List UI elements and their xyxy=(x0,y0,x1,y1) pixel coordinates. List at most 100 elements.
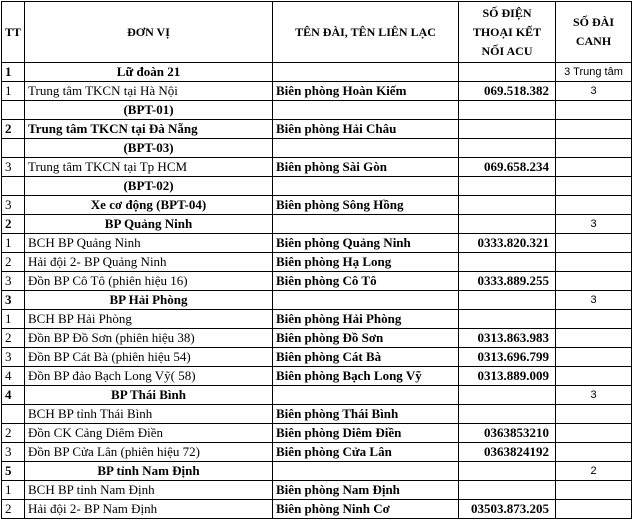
header-cell: TT xyxy=(0,1,26,63)
table-cell: 0363853210 xyxy=(458,423,557,443)
table-row: 2 Đồn BP Đồ Sơn (phiên hiệu 38) Biên phòng… xyxy=(0,328,633,348)
table-cell: 1 xyxy=(0,480,26,500)
table-cell xyxy=(555,347,633,367)
table-cell: 3 xyxy=(0,157,26,177)
table-cell: Biên phòng Đồ Sơn xyxy=(272,328,460,348)
table-cell: BCH BP Hải Phòng xyxy=(24,309,274,329)
table-cell: Biên phòng Cô Tô xyxy=(272,271,460,291)
table-row: 1 Lữ đoàn 21 3 Trung tâm xyxy=(0,62,633,82)
table-cell: 3 xyxy=(555,214,633,234)
table-row: 3 Đồn BP Cát Bà (phiên hiệu 54) Biên phòng… xyxy=(0,347,633,367)
table-cell xyxy=(555,404,633,424)
table-cell xyxy=(555,195,633,215)
table-row: 1 BCH BP Quảng Ninh Biên phòng Quảng Ninh 0… xyxy=(0,233,633,253)
table-cell: Biên phòng Sài Gòn xyxy=(272,157,460,177)
table-cell xyxy=(458,461,557,481)
table-cell xyxy=(555,100,633,120)
table-cell: 2 xyxy=(0,499,26,519)
table-cell: 2 xyxy=(0,423,26,443)
table-cell xyxy=(272,385,460,405)
table-row: (BPT-03) xyxy=(0,138,633,158)
table-cell xyxy=(555,157,633,177)
table-cell xyxy=(555,271,633,291)
table-cell: Đồn CK Cảng Diêm Điền xyxy=(24,423,274,443)
table-cell xyxy=(555,138,633,158)
table-row: 1 Trung tâm TKCN tại Hà Nội Biên phòng Hoà… xyxy=(0,81,633,101)
table-cell xyxy=(0,100,26,120)
table-cell: 0313.889.009 xyxy=(458,366,557,386)
table-cell xyxy=(555,328,633,348)
table-cell xyxy=(555,176,633,196)
table-cell: 0333.820.321 xyxy=(458,233,557,253)
table-cell xyxy=(458,404,557,424)
table-cell: BP Quảng Ninh xyxy=(24,214,274,234)
header-cell: TÊN ĐÀI, TÊN LIÊN LẠC xyxy=(272,1,460,63)
table-cell: Đồn BP Cô Tô (phiên hiệu 16) xyxy=(24,271,274,291)
table-row: BCH BP tỉnh Thái Bình Biên phòng Thái Bìn… xyxy=(0,404,633,424)
table-cell: Trung tâm TKCN tại Tp HCM xyxy=(24,157,274,177)
table-row: (BPT-02) xyxy=(0,176,633,196)
table-cell xyxy=(0,138,26,158)
table-row: 2 Hải đội 2- BP Nam Định Biên phòng Ninh C… xyxy=(0,499,633,519)
table-cell: Xe cơ động (BPT-04) xyxy=(24,195,274,215)
table-cell: Biên phòng Ninh Cơ xyxy=(272,499,460,519)
table-cell xyxy=(458,309,557,329)
table-cell: 4 xyxy=(0,385,26,405)
table-row: 2 Đồn CK Cảng Diêm Điền Biên phòng Diêm Đi… xyxy=(0,423,633,443)
table-cell xyxy=(458,176,557,196)
table-row: 3 Xe cơ động (BPT-04) Biên phòng Sông Hồng xyxy=(0,195,633,215)
table-cell: Biên phòng Quảng Ninh xyxy=(272,233,460,253)
table-cell: Biên phòng Thái Bình xyxy=(272,404,460,424)
table-cell xyxy=(458,195,557,215)
table-cell: 2 xyxy=(0,252,26,272)
table-cell: 1 xyxy=(0,309,26,329)
table-row: 2 Trung tâm TKCN tại Đà Nẵng Biên phòng Hả… xyxy=(0,119,633,139)
table-cell xyxy=(458,480,557,500)
table-cell: 3 xyxy=(555,385,633,405)
table-cell xyxy=(458,62,557,82)
table-cell: Đồn BP Cát Bà (phiên hiệu 54) xyxy=(24,347,274,367)
table-cell: Biên phòng Hoàn Kiếm xyxy=(272,81,460,101)
table-cell: 069.518.382 xyxy=(458,81,557,101)
table-cell: 3 xyxy=(0,442,26,462)
table-cell xyxy=(555,423,633,443)
table-cell: Trung tâm TKCN tại Đà Nẵng xyxy=(24,119,274,139)
table-row: (BPT-01) xyxy=(0,100,633,120)
table-cell xyxy=(0,404,26,424)
table-cell: Đồn BP Đồ Sơn (phiên hiệu 38) xyxy=(24,328,274,348)
table-cell xyxy=(272,461,460,481)
table-cell: 1 xyxy=(0,81,26,101)
table-cell: 5 xyxy=(0,461,26,481)
table-cell xyxy=(458,138,557,158)
table-cell xyxy=(555,366,633,386)
table-cell: 3 Trung tâm xyxy=(555,62,633,82)
table-row: 1 BCH BP Hải Phòng Biên phòng Hải Phòng xyxy=(0,309,633,329)
header-row: TT ĐƠN VỊ TÊN ĐÀI, TÊN LIÊN LẠC SỐ ĐIỆN THO… xyxy=(0,1,633,63)
table-cell: 1 xyxy=(0,62,26,82)
table-cell: BP Hải Phòng xyxy=(24,290,274,310)
table-row: 1 BCH BP tỉnh Nam Định Biên phòng Nam Định xyxy=(0,480,633,500)
table-row: 5 BP tỉnh Nam Định 2 xyxy=(0,461,633,481)
header-cell: ĐƠN VỊ xyxy=(24,1,274,63)
table-cell xyxy=(555,119,633,139)
table-cell: Hải đội 2- BP Quảng Ninh xyxy=(24,252,274,272)
table-cell: Biên phòng Bạch Long Vỹ xyxy=(272,366,460,386)
table-cell: Biên phòng Sông Hồng xyxy=(272,195,460,215)
table-row: 2 Hải đội 2- BP Quảng Ninh Biên phòng Hạ L… xyxy=(0,252,633,272)
table-cell: Biên phòng Hải Châu xyxy=(272,119,460,139)
table-cell: BP Thái Bình xyxy=(24,385,274,405)
table-cell xyxy=(458,385,557,405)
table-cell: Biên phòng Cửa Lân xyxy=(272,442,460,462)
table-row: 4 Đồn BP đảo Bạch Long Vỹ( 58) Biên phòng … xyxy=(0,366,633,386)
table-cell xyxy=(272,176,460,196)
table-cell: 3 xyxy=(555,290,633,310)
table-cell xyxy=(555,480,633,500)
table-row: 3 Đồn BP Cửa Lân (phiên hiệu 72) Biên phòn… xyxy=(0,442,633,462)
table-cell: (BPT-03) xyxy=(24,138,274,158)
table-cell xyxy=(272,62,460,82)
table-cell xyxy=(272,290,460,310)
table-cell xyxy=(458,214,557,234)
table-cell: 2 xyxy=(0,119,26,139)
table-row: 2 BP Quảng Ninh 3 xyxy=(0,214,633,234)
